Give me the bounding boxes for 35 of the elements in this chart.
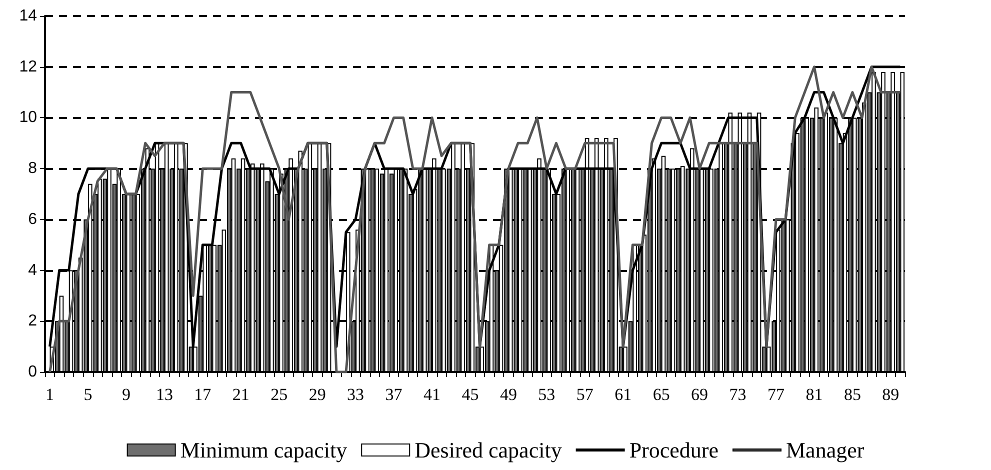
x-tick-label: 13 xyxy=(156,385,173,404)
x-tick-label: 29 xyxy=(308,385,326,404)
x-tick-label: 53 xyxy=(538,385,556,404)
y-tick-label: 12 xyxy=(19,58,38,76)
y-tick-label: 6 xyxy=(28,210,38,228)
x-tick-label: 81 xyxy=(806,385,823,404)
x-tick-label: 89 xyxy=(882,385,900,404)
y-tick-label: 4 xyxy=(28,262,38,279)
x-tick-label: 45 xyxy=(462,385,479,404)
x-tick-label: 1 xyxy=(46,385,54,404)
x-tick-label: 77 xyxy=(768,385,785,404)
y-tick-label: 2 xyxy=(28,312,38,330)
x-tick-label: 25 xyxy=(270,385,288,404)
x-tick-label: 5 xyxy=(84,385,92,404)
legend-label: Minimum capacity xyxy=(180,438,348,462)
y-tick-label: 0 xyxy=(28,364,38,380)
x-tick-label: 65 xyxy=(652,385,670,404)
legend-label: Manager xyxy=(786,438,865,462)
legend-label: Desired capacity xyxy=(414,438,562,462)
x-tick-label: 85 xyxy=(844,385,861,404)
y-tick-label: 10 xyxy=(19,109,38,126)
x-tick-label: 73 xyxy=(729,385,746,404)
x-tick-label: 57 xyxy=(576,385,594,404)
y-tick-label: 8 xyxy=(28,160,38,178)
x-tick-label: 49 xyxy=(500,385,517,404)
y-tick-label: 14 xyxy=(19,8,38,24)
x-tick-label: 69 xyxy=(691,385,708,404)
x-tick-label: 9 xyxy=(122,385,130,404)
x-tick-label: 33 xyxy=(347,385,364,404)
legend-label: Procedure xyxy=(629,438,719,462)
x-tick-label: 61 xyxy=(614,385,632,404)
x-tick-label: 21 xyxy=(232,385,250,404)
x-tick-label: 37 xyxy=(385,385,403,404)
x-tick-label: 17 xyxy=(194,385,212,404)
x-tick-label: 41 xyxy=(424,385,440,404)
